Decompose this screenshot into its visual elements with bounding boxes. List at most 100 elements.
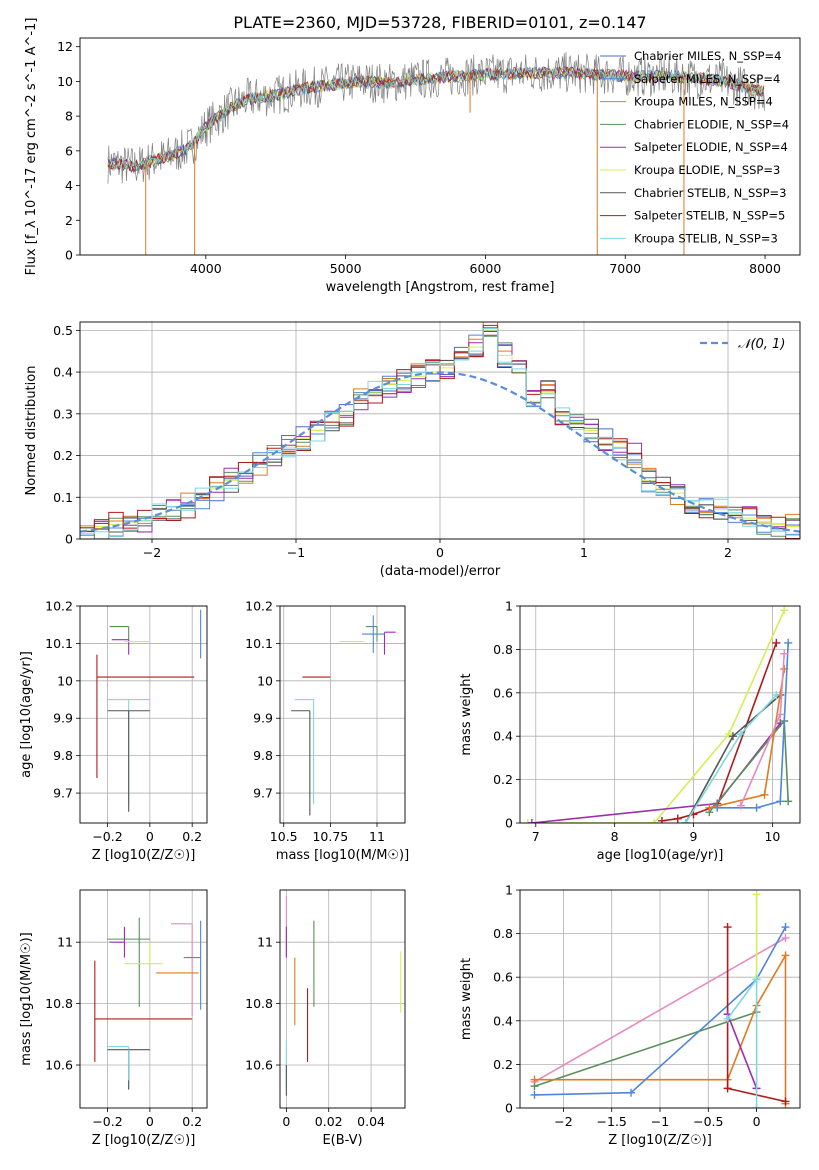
axes-frame — [79, 37, 801, 256]
y-tick-label: 1 — [505, 599, 513, 614]
axes-frame — [519, 889, 801, 1109]
x-tick-label: 10.75 — [312, 829, 348, 844]
series-marker-salpeter_miles — [713, 803, 722, 812]
x-tick-label: 9 — [690, 829, 698, 844]
plot-area — [523, 606, 793, 823]
series-marker-salpeter_miles — [781, 923, 790, 932]
y-tick-label: 10.1 — [245, 636, 273, 651]
gaussian-curve — [80, 371, 800, 533]
legend-label: Kroupa STELIB, N_SSP=3 — [634, 231, 778, 245]
plot-area — [291, 615, 396, 816]
x-tick-label: 5000 — [330, 261, 362, 276]
histogram-kroupa_stelib — [80, 328, 800, 538]
series-marker-salpeter_stelib — [723, 923, 732, 932]
y-tick-label: 9.9 — [53, 711, 73, 726]
y-tick-label: 10.2 — [245, 599, 273, 614]
panel-3: −0.2 0 0.2 9.7 9.8 9.9 10 10.1 10.2 Z [log10(Z/Z☉… — [19, 599, 208, 863]
series-marker-salpeter_stelib — [772, 638, 781, 647]
x-tick-label: −0.2 — [92, 829, 122, 844]
y-axis-label: mass [log10(M/M☉)] — [19, 932, 34, 1065]
axes-frame — [279, 605, 406, 824]
plot-area — [285, 896, 402, 1096]
x-tick-label: 0 — [753, 1114, 761, 1129]
y-axis-label: age [log10(age/yr)] — [19, 651, 34, 778]
y-tick-label: 10.8 — [45, 996, 73, 1011]
x-tick-label: 7000 — [609, 261, 641, 276]
y-tick-label: 8 — [65, 109, 73, 124]
x-tick-label: 4000 — [190, 261, 222, 276]
y-tick-label: 9.7 — [253, 786, 273, 801]
legend-label: Chabrier ELODIE, N_SSP=4 — [634, 117, 789, 131]
panel-5: 7 8 9 10 0 0.2 0.4 0.6 0.8 1 age [log10(age/yr)] ma… — [459, 599, 801, 863]
axes-frame — [79, 889, 208, 1109]
series-marker-salpeter_stelib — [781, 1097, 790, 1106]
series-marker-kroupa_stelib — [752, 1104, 761, 1108]
x-tick-label: 8000 — [749, 261, 781, 276]
grid-lines — [520, 889, 800, 1109]
series-marker-kroupa_elodie — [523, 819, 532, 823]
y-tick-label: 0 — [65, 248, 73, 263]
plot-area — [80, 322, 800, 539]
series-marker-kroupa_miles — [781, 951, 790, 960]
series-marker-salpeter_miles — [776, 797, 785, 806]
series-marker-kroupa_miles — [530, 1075, 539, 1084]
legend-label: Salpeter STELIB, N_SSP=5 — [634, 209, 785, 223]
series-marker-salpeter_stelib — [657, 816, 666, 823]
x-tick-label: 10.5 — [270, 829, 298, 844]
series-line-salpeter_miles — [534, 926, 787, 1096]
series-marker-kroupa_miles — [760, 790, 769, 799]
x-tick-label: 0.02 — [315, 1114, 343, 1129]
x-tick-label: −0.2 — [92, 1114, 122, 1129]
grid-lines — [80, 890, 207, 1108]
y-tick-label: 10.1 — [45, 636, 73, 651]
y-tick-label: 0.8 — [493, 926, 513, 941]
x-tick-label: 11 — [369, 829, 385, 844]
y-tick-label: 12 — [57, 39, 73, 54]
series-marker-kroupa_stelib — [752, 975, 761, 984]
x-axis-label: Z [log10(Z/Z☉)] — [92, 848, 196, 863]
series-marker-kroupa_elodie — [780, 606, 789, 615]
x-axis-label: mass [log10(M/M☉)] — [276, 848, 409, 863]
plot-area — [94, 917, 202, 1090]
series-marker-salpeter_stelib — [723, 1084, 732, 1093]
y-tick-label: 0.6 — [493, 970, 513, 985]
y-tick-label: 9.9 — [253, 711, 273, 726]
y-tick-label: 0.6 — [493, 685, 513, 700]
x-axis-label: E(B-V) — [322, 1133, 362, 1148]
axes-frame — [279, 889, 406, 1109]
y-tick-label: 9.8 — [53, 748, 73, 763]
y-axis-label: mass weight — [459, 673, 474, 755]
series-marker-salpeter_miles — [784, 638, 793, 647]
y-tick-label: 11 — [57, 935, 73, 950]
y-tick-label: 0 — [505, 816, 513, 831]
x-axis-label: Z [log10(Z/Z☉)] — [608, 1133, 712, 1148]
x-axis-label: Z [log10(Z/Z☉)] — [92, 1133, 196, 1148]
plot-area — [107, 52, 766, 255]
series-line-salpeter_miles — [717, 642, 789, 809]
x-tick-label: 0 — [436, 545, 444, 560]
y-tick-label: 0.8 — [493, 642, 513, 657]
y-axis-label: Flux [f_λ 10^-17 erg cm^-2 s^-1 A^-1] — [24, 18, 39, 276]
y-axis-label: mass weight — [459, 958, 474, 1040]
x-tick-label: 2 — [724, 545, 732, 560]
series-marker-kroupa_stelib — [681, 819, 690, 823]
ticks: −2 −1 0 1 2 0 0.1 0.2 0.3 0.4 0.5 — [53, 323, 732, 560]
series-marker-pink — [780, 649, 789, 658]
x-axis-label: wavelength [Angstrom, rest frame] — [326, 280, 555, 295]
x-tick-label: −2 — [554, 1114, 572, 1129]
legend: 𝒩(0, 1) — [700, 337, 785, 352]
x-tick-label: −1 — [651, 1114, 669, 1129]
panel-1: 4000 5000 6000 7000 8000 0 2 4 6 8 10 12 wavelength … — [24, 18, 801, 295]
y-tick-label: 0.4 — [53, 365, 73, 380]
y-tick-label: 10 — [257, 673, 273, 688]
legend-label: 𝒩(0, 1) — [738, 337, 785, 352]
x-tick-label: −1.5 — [597, 1114, 627, 1129]
ticks: 7 8 9 10 0 0.2 0.4 0.6 0.8 1 — [493, 599, 780, 845]
legend-label: Salpeter ELODIE, N_SSP=4 — [634, 140, 788, 154]
x-axis-label: (data-model)/error — [380, 564, 501, 579]
series-marker-salpeter_elodie — [527, 819, 536, 823]
series-marker-kroupa_stelib — [736, 730, 745, 739]
x-tick-label: 0.2 — [182, 1114, 202, 1129]
series-marker-pink — [736, 801, 745, 810]
